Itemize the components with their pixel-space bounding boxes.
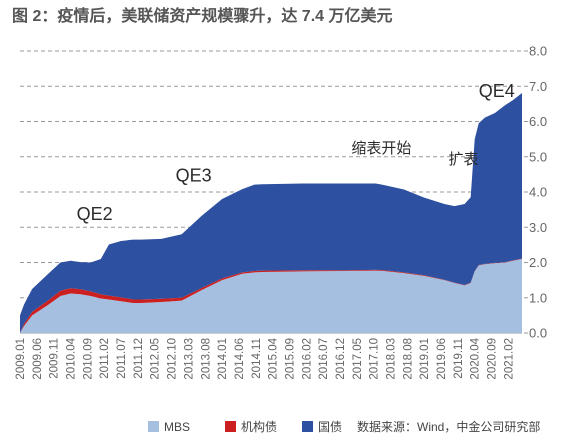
y-tick-label: 4.0 xyxy=(529,185,547,200)
legend-label: MBS xyxy=(164,420,190,434)
x-axis: 2009.01 2009.06 2009.11 2010.04 2010.09 2011.… xyxy=(15,337,515,379)
y-tick-label: 3.0 xyxy=(529,220,547,235)
legend-swatch xyxy=(302,421,313,432)
source-note: 数据来源：Wind，中金公司研究部 xyxy=(357,419,540,434)
series-area-2 xyxy=(20,92,522,333)
x-tick-label: 2009.06 xyxy=(32,338,44,380)
x-tick-label: 2016.02 xyxy=(301,338,313,380)
series-area-0 xyxy=(20,258,522,333)
x-tick-label: 2009.01 xyxy=(15,338,27,380)
annotation-label: QE2 xyxy=(77,204,113,224)
annotation-label: QE3 xyxy=(176,165,212,185)
legend-swatch xyxy=(148,421,159,432)
x-tick-label: 2018.03 xyxy=(386,338,398,380)
annotation-label: 扩表 xyxy=(448,151,478,168)
x-tick-label: 2014.11 xyxy=(251,338,263,379)
x-tick-label: 2016.07 xyxy=(318,338,330,380)
x-tick-label: 2016.12 xyxy=(335,338,347,380)
y-tick-label: 5.0 xyxy=(529,149,547,164)
chart-title: 图 2：疫情后，美联储资产规模骤升，达 7.4 万亿美元 xyxy=(12,6,392,25)
plot-area xyxy=(20,92,522,333)
x-tick-label: 2014.06 xyxy=(234,338,246,380)
x-tick-label: 2021.02 xyxy=(503,338,515,380)
legend: MBS 机构债 国债 xyxy=(148,419,342,434)
x-tick-label: 2010.04 xyxy=(66,337,78,379)
x-tick-label: 2013.08 xyxy=(200,338,212,380)
y-tick-label: 0.0 xyxy=(529,326,547,341)
y-tick-label: 1.0 xyxy=(529,290,547,305)
x-tick-label: 2009.11 xyxy=(49,338,61,379)
legend-label: 机构债 xyxy=(241,419,277,434)
annotation-label: 缩表开始 xyxy=(351,140,411,157)
x-tick-label: 2015.04 xyxy=(268,337,280,379)
y-tick-label: 2.0 xyxy=(529,255,547,270)
y-tick-label: 8.0 xyxy=(529,44,547,59)
annotation-label: QE4 xyxy=(479,81,515,101)
x-tick-label: 2019.06 xyxy=(436,338,448,380)
x-tick-label: 2011.02 xyxy=(99,338,111,379)
y-axis: 0.0 1.0 2.0 3.0 4.0 5.0 6.0 7.0 8.0 xyxy=(529,44,547,341)
y-tick-label: 6.0 xyxy=(529,114,547,129)
x-tick-label: 2012.05 xyxy=(150,338,162,380)
legend-label: 国债 xyxy=(318,420,342,434)
x-tick-label: 2012.10 xyxy=(167,338,179,380)
x-tick-label: 2020.09 xyxy=(487,338,499,380)
x-tick-label: 2013.03 xyxy=(183,338,195,380)
x-tick-label: 2020.04 xyxy=(470,337,482,379)
x-tick-label: 2015.09 xyxy=(284,338,296,380)
x-tick-label: 2019.01 xyxy=(419,338,431,380)
x-tick-label: 2017.05 xyxy=(352,338,364,380)
legend-swatch xyxy=(225,421,236,432)
x-tick-label: 2018.08 xyxy=(402,338,414,380)
x-tick-label: 2011.07 xyxy=(116,338,128,379)
x-tick-label: 2019.11 xyxy=(453,338,465,379)
x-tick-label: 2011.12 xyxy=(133,338,145,379)
x-tick-label: 2010.09 xyxy=(82,338,94,380)
x-tick-label: 2014.01 xyxy=(217,338,229,380)
x-tick-label: 2017.10 xyxy=(369,338,381,380)
y-tick-label: 7.0 xyxy=(529,79,547,94)
